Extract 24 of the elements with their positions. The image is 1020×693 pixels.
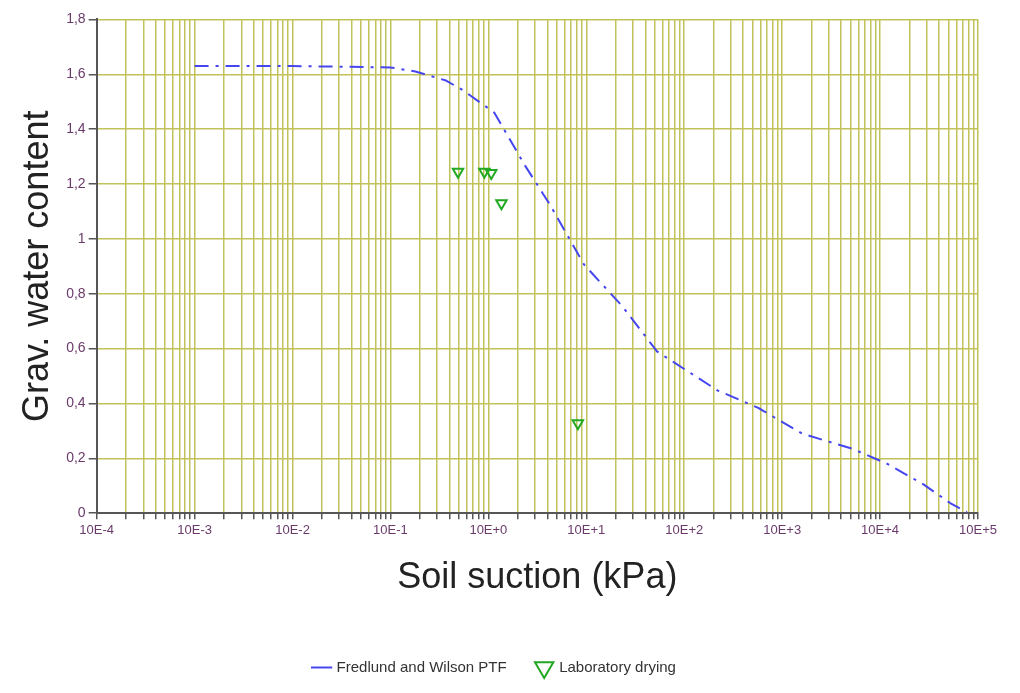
x-axis-title: Soil suction (kPa) (397, 555, 678, 597)
y-tick-label: 1 (77, 229, 86, 246)
y-tick-label: 1,6 (66, 65, 86, 82)
x-tick-label: 10E+0 (469, 521, 508, 537)
x-tick-label: 10E-4 (79, 521, 115, 537)
x-tick-label: 10E+5 (959, 521, 997, 537)
y-tick-label: 0,6 (66, 339, 86, 356)
y-tick-label: 1,4 (66, 119, 86, 136)
x-tick-label: 10E+1 (567, 521, 606, 537)
y-tick-label: 1,2 (66, 174, 86, 191)
y-tick-label: 0,4 (66, 394, 86, 411)
legend-label: Fredlund and Wilson PTF (336, 657, 507, 675)
x-tick-label: 10E+4 (861, 521, 900, 537)
y-tick-label: 0,2 (66, 449, 86, 466)
x-tick-label: 10E+2 (665, 521, 704, 537)
x-tick-label: 10E-3 (177, 521, 212, 537)
x-tick-label: 10E+3 (763, 521, 802, 537)
y-axis-title: Grav. water content (14, 110, 56, 423)
y-tick-label: 0,8 (66, 284, 86, 301)
y-tick-label: 1,8 (66, 10, 86, 27)
x-tick-label: 10E-2 (275, 521, 310, 537)
x-tick-label: 10E-1 (373, 521, 408, 537)
y-tick-label: 0 (77, 504, 86, 521)
legend-label: Laboratory drying (559, 657, 676, 675)
